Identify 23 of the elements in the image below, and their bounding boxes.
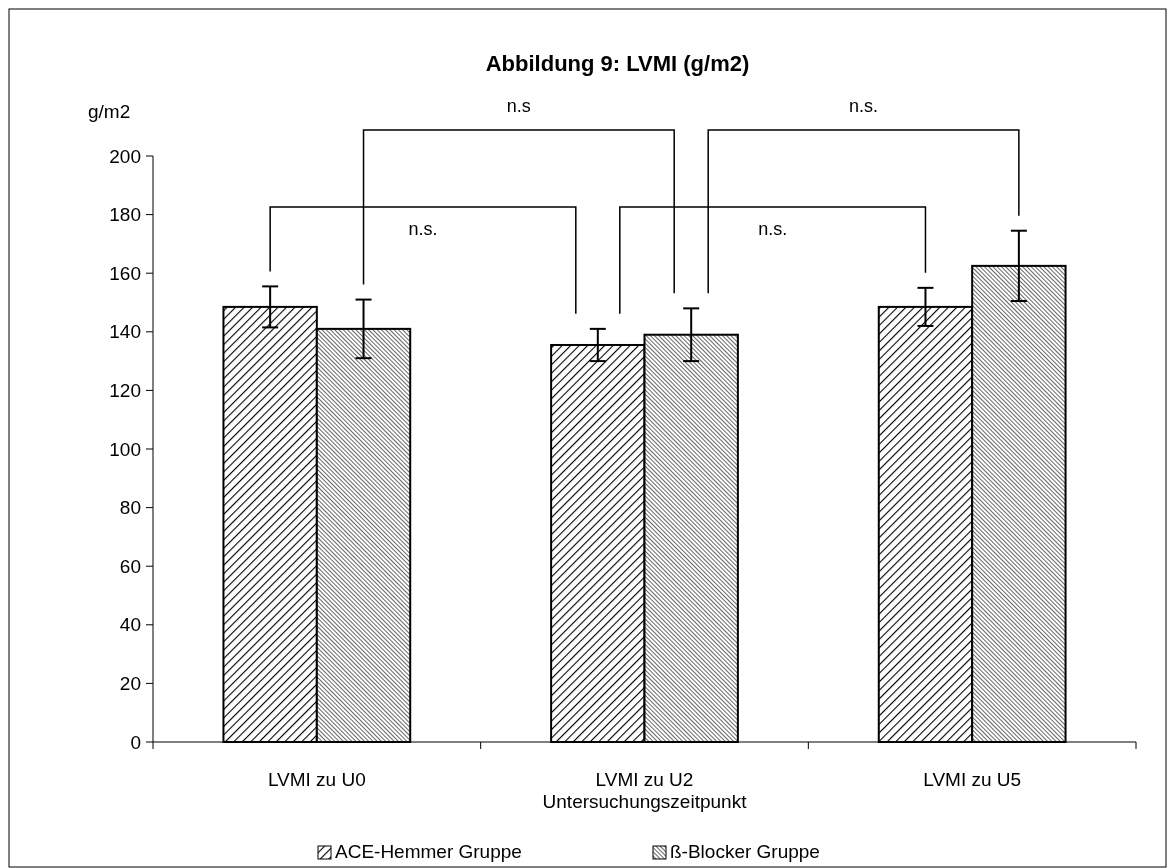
y-tick-label: 180 (109, 204, 141, 226)
y-tick-label: 160 (109, 262, 141, 284)
x-tick-label: LVMI zu U0 (267, 769, 366, 790)
text: n.s. (849, 96, 879, 116)
y-tick-label: 80 (119, 497, 141, 519)
y-axis-title: g/m2 (88, 101, 131, 122)
y-tick-label: 120 (109, 380, 141, 402)
x-axis-title: Untersuchungszeitpunkt (542, 791, 748, 812)
legend-label: ACE-Hemmer Gruppe (335, 841, 522, 862)
legend-label: ß-Blocker Gruppe (670, 841, 820, 862)
chart-title: Abbildung 9: LVMI (g/m2) (485, 51, 750, 76)
annotation: n.s. (408, 219, 438, 239)
y-tick-label: 200 (109, 145, 141, 167)
text: n.s (506, 96, 531, 116)
y-tick-label: 40 (119, 614, 141, 636)
y-tick-label: 100 (109, 438, 141, 460)
y-tick-label: 0 (130, 731, 141, 753)
y-tick-label: 140 (109, 321, 141, 343)
x-tick-label: LVMI zu U2 (595, 769, 694, 790)
annotation: n.s. (758, 219, 788, 239)
x-tick-label: LVMI zu U5 (923, 769, 1022, 790)
y-tick-label: 20 (119, 673, 141, 695)
y-tick-label: 60 (119, 555, 141, 577)
